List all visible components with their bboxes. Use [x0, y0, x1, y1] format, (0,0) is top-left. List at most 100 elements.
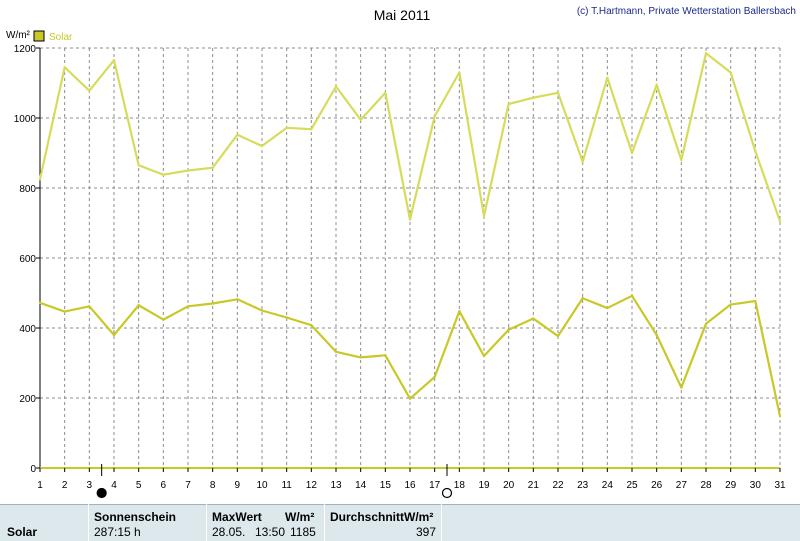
series-point: [384, 91, 387, 95]
series-point: [532, 96, 535, 99]
series-point: [778, 415, 782, 418]
x-tick-label: 12: [306, 480, 318, 491]
series-point: [112, 333, 116, 337]
series-point: [310, 324, 313, 327]
series-point: [606, 76, 609, 79]
y-tick-label: 1200: [14, 44, 37, 55]
series-point: [482, 214, 486, 218]
series-point: [211, 302, 214, 305]
x-tick-label: 19: [478, 480, 490, 491]
series-point: [137, 164, 140, 167]
max-unit: W/m²: [285, 510, 315, 524]
series-point: [334, 85, 338, 88]
max-header: MaxWert: [212, 510, 262, 524]
x-tick-label: 3: [87, 480, 93, 491]
series-point: [186, 305, 190, 308]
stats-divider: [324, 504, 325, 541]
x-tick-label: 30: [750, 480, 762, 491]
max-time: 13:50: [255, 525, 286, 539]
x-tick-label: 1: [37, 480, 43, 491]
x-tick-label: 25: [626, 480, 638, 491]
series-point: [655, 333, 658, 337]
series-point: [260, 309, 264, 312]
series-point: [162, 318, 165, 321]
series-point: [162, 173, 165, 176]
stats-divider: [206, 504, 207, 541]
series-point: [680, 386, 683, 389]
series-point: [458, 71, 461, 74]
series-point: [236, 133, 239, 136]
series-point: [63, 66, 66, 69]
avg-value: 397: [416, 525, 437, 539]
chart-title: Mai 2011: [374, 7, 431, 23]
x-tick-label: 23: [577, 480, 589, 491]
series-point: [630, 151, 634, 155]
series-point: [260, 144, 264, 148]
x-tick-label: 27: [676, 480, 688, 491]
series-point: [482, 354, 486, 358]
series-point: [384, 354, 387, 357]
stats-panel: Solar Sonnenschein 287:15 h MaxWert W/m²…: [0, 504, 800, 541]
series-point: [408, 397, 412, 400]
y-tick-label: 1000: [14, 114, 37, 125]
series-point: [754, 299, 757, 303]
series-point: [334, 350, 338, 353]
series-point: [88, 89, 91, 92]
x-tick-label: 26: [651, 480, 663, 491]
series-point: [754, 150, 757, 153]
series-point: [581, 160, 584, 163]
series-point: [186, 169, 190, 172]
x-tick-label: 21: [528, 480, 540, 491]
y-tick-label: 400: [19, 324, 36, 335]
x-tick-label: 5: [136, 480, 142, 491]
series-point: [630, 294, 634, 297]
x-tick-label: 29: [725, 480, 737, 491]
x-tick-label: 11: [281, 480, 292, 491]
series-point: [532, 317, 535, 320]
series-point: [655, 83, 658, 86]
y-tick-label: 0: [30, 464, 36, 475]
y-tick-label: 600: [19, 254, 36, 265]
series-point: [359, 118, 362, 121]
series-point: [359, 356, 362, 359]
series-point: [704, 322, 708, 325]
series-point: [310, 128, 313, 131]
x-tick-label: 18: [454, 480, 466, 491]
series-point: [507, 102, 510, 106]
x-tick-label: 17: [429, 480, 441, 491]
series-point: [285, 126, 288, 129]
sunshine-header: Sonnenschein: [94, 510, 177, 524]
series-point: [38, 301, 42, 304]
copyright-note: (c) T.Hartmann, Private Wetterstation Ba…: [577, 6, 796, 17]
series-point: [507, 328, 510, 331]
x-tick-label: 7: [185, 480, 191, 491]
series-point: [236, 298, 239, 301]
x-tick-label: 20: [503, 480, 515, 491]
x-tick-label: 10: [256, 480, 268, 491]
series-point: [433, 375, 436, 379]
series-point: [458, 310, 461, 313]
solar-chart: Mai 2011 (c) T.Hartmann, Private Wetters…: [6, 6, 796, 499]
series-point: [680, 158, 683, 162]
legend-swatch: [33, 30, 45, 42]
series-point: [433, 115, 436, 118]
x-tick-label: 22: [552, 480, 564, 491]
series-point: [556, 334, 560, 338]
series-point: [285, 316, 288, 319]
x-tick-label: 15: [380, 480, 392, 491]
x-tick-label: 13: [330, 480, 342, 491]
x-tick-label: 8: [210, 480, 216, 491]
stats-top-border: [0, 504, 800, 505]
series-point: [88, 305, 91, 308]
max-date: 28.05.: [212, 525, 246, 539]
series-point: [408, 218, 412, 221]
series-point: [581, 297, 584, 300]
max-value: 1185: [290, 525, 316, 539]
series-point: [211, 166, 214, 169]
x-tick-label: 24: [602, 480, 614, 491]
stats-divider: [88, 504, 89, 541]
x-tick-label: 28: [700, 480, 712, 491]
full-moon-icon: [441, 487, 453, 499]
x-tick-label: 31: [774, 480, 786, 491]
x-tick-label: 14: [355, 480, 367, 491]
